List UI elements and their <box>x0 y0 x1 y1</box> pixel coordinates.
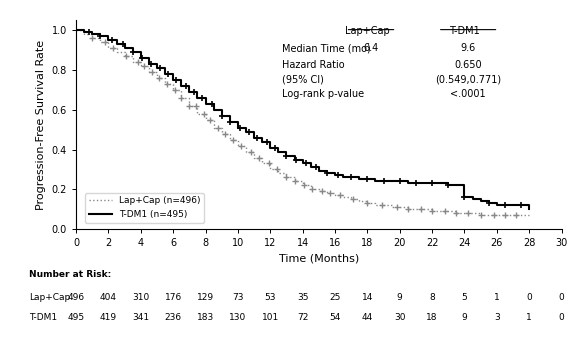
Text: 72: 72 <box>297 313 308 323</box>
Text: 419: 419 <box>100 313 117 323</box>
Text: 0: 0 <box>526 293 532 302</box>
Text: 0.650: 0.650 <box>454 60 481 70</box>
Text: 496: 496 <box>67 293 85 302</box>
Text: 176: 176 <box>164 293 182 302</box>
Text: 8: 8 <box>429 293 435 302</box>
Text: Lap+Cap: Lap+Cap <box>29 293 71 302</box>
Text: 404: 404 <box>100 293 117 302</box>
Text: (0.549,0.771): (0.549,0.771) <box>435 74 501 85</box>
Text: T-DM1: T-DM1 <box>29 313 57 323</box>
Text: 14: 14 <box>362 293 373 302</box>
Text: 0: 0 <box>559 293 565 302</box>
Text: 9: 9 <box>462 313 467 323</box>
Text: 183: 183 <box>197 313 214 323</box>
Text: 30: 30 <box>394 313 405 323</box>
Text: 35: 35 <box>297 293 308 302</box>
Text: <.0001: <.0001 <box>450 89 486 99</box>
Text: 1: 1 <box>526 313 532 323</box>
Text: 101: 101 <box>261 313 279 323</box>
Text: Number at Risk:: Number at Risk: <box>29 270 112 279</box>
X-axis label: Time (Months): Time (Months) <box>278 254 359 264</box>
Text: 341: 341 <box>132 313 149 323</box>
Text: 5: 5 <box>462 293 467 302</box>
Text: (95% CI): (95% CI) <box>283 74 324 85</box>
Text: 18: 18 <box>426 313 438 323</box>
Text: T-DM1: T-DM1 <box>449 27 480 36</box>
Text: 129: 129 <box>197 293 214 302</box>
Text: 73: 73 <box>232 293 243 302</box>
Text: 44: 44 <box>362 313 373 323</box>
Text: Log-rank p-value: Log-rank p-value <box>283 89 364 99</box>
Text: 130: 130 <box>229 313 246 323</box>
Text: 53: 53 <box>264 293 276 302</box>
Text: 25: 25 <box>329 293 340 302</box>
Text: 236: 236 <box>164 313 182 323</box>
Text: 6.4: 6.4 <box>363 43 378 53</box>
Text: 3: 3 <box>494 313 500 323</box>
Text: Median Time (mo): Median Time (mo) <box>283 43 371 53</box>
Text: 9.6: 9.6 <box>460 43 476 53</box>
Text: Lap+Cap: Lap+Cap <box>345 27 390 36</box>
Text: 0: 0 <box>559 313 565 323</box>
Text: Hazard Ratio: Hazard Ratio <box>283 60 345 70</box>
Legend: Lap+Cap (n=496), T-DM1 (n=495): Lap+Cap (n=496), T-DM1 (n=495) <box>85 193 204 222</box>
Text: 310: 310 <box>132 293 149 302</box>
Text: 54: 54 <box>329 313 340 323</box>
Text: 9: 9 <box>397 293 402 302</box>
Text: 495: 495 <box>67 313 85 323</box>
Text: 1: 1 <box>494 293 500 302</box>
Y-axis label: Progression-Free Survival Rate: Progression-Free Survival Rate <box>36 40 46 210</box>
